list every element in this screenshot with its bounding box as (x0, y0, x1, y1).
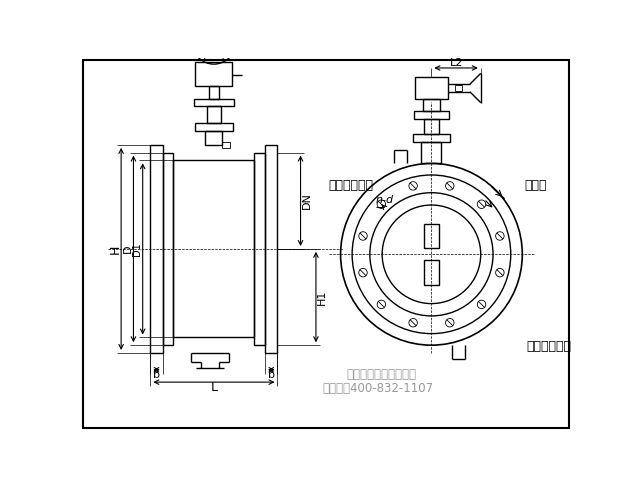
Bar (195, 124, 233, 131)
Text: D1: D1 (132, 242, 142, 256)
Text: L2: L2 (450, 57, 463, 68)
Text: b: b (153, 370, 160, 380)
Bar (205, 131, 223, 145)
Text: 保温介质出口: 保温介质出口 (526, 340, 571, 353)
Bar (223, 142, 230, 148)
Bar (265, 145, 277, 353)
Text: DN: DN (301, 192, 312, 209)
Text: 进气阀: 进气阀 (524, 179, 546, 192)
Bar (422, 142, 441, 163)
Text: 保温介质进口: 保温介质进口 (328, 179, 373, 192)
Text: 淤博伟恒阀门有限公司: 淤博伟恒阀门有限公司 (347, 368, 417, 381)
Bar (195, 62, 232, 86)
Bar (163, 153, 174, 345)
Text: b: b (268, 370, 275, 380)
Bar (207, 106, 221, 124)
Bar (415, 77, 448, 99)
Bar (174, 160, 254, 338)
Bar (424, 119, 439, 134)
Bar (209, 86, 219, 99)
Bar (423, 99, 440, 111)
Bar (413, 134, 450, 142)
Text: H: H (109, 244, 121, 254)
Bar (254, 153, 265, 345)
Text: L: L (211, 381, 218, 394)
Bar (414, 111, 449, 119)
Bar (150, 145, 163, 353)
Text: 热线电话400-832-1107: 热线电话400-832-1107 (322, 382, 433, 395)
Bar (455, 85, 462, 91)
Bar (424, 224, 439, 248)
Text: n-d: n-d (376, 196, 394, 205)
Bar (194, 99, 234, 106)
Text: H1: H1 (317, 289, 327, 305)
Text: D: D (123, 245, 133, 253)
Bar (424, 260, 439, 285)
